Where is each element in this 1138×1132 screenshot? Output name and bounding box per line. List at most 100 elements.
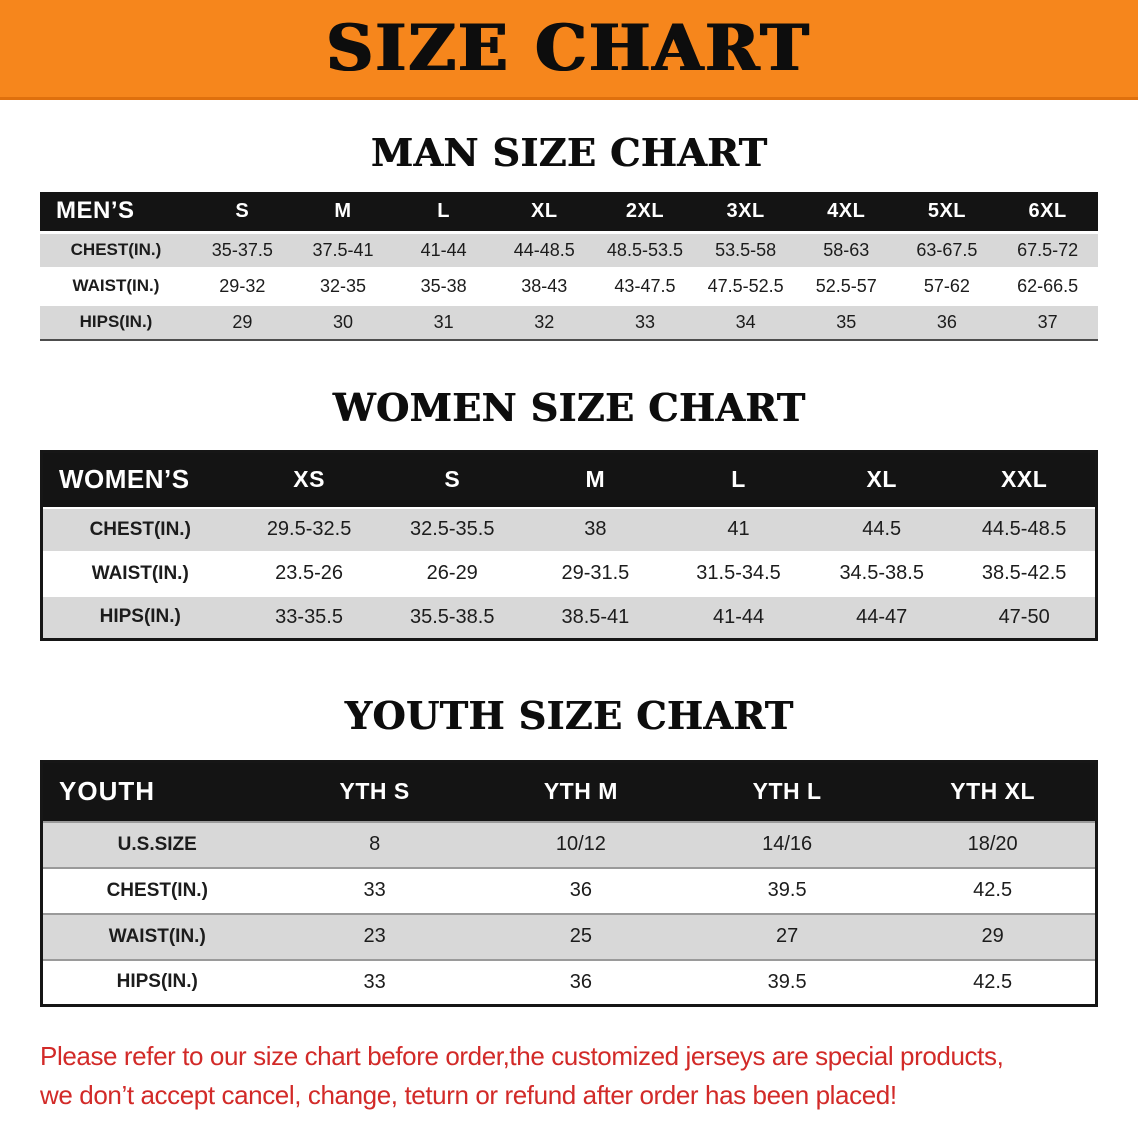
measurement-value: 41	[727, 518, 750, 540]
measurement-value: 48.5-53.5	[606, 239, 683, 260]
measurement-value: 44-48.5	[513, 239, 575, 260]
measurement-row: CHEST(IN.) 33 36 39.5 42.5	[41, 867, 1097, 914]
measurement-label: U.S.SIZE	[117, 833, 197, 855]
size-column-header: YTH S	[271, 761, 478, 822]
size-column-header: M	[292, 192, 394, 232]
measurement-value: 36	[569, 970, 592, 993]
measurement-value: 29	[981, 925, 1004, 947]
size-column-header: 6XL	[997, 192, 1098, 232]
measurement-value: 38.5-41	[561, 605, 630, 628]
measurement-value: 27	[776, 925, 799, 947]
measurement-value: 38	[584, 518, 607, 540]
measurement-label: CHEST(IN.)	[106, 879, 208, 901]
table-title-cell: YOUTH	[41, 761, 272, 822]
measurement-row: CHEST(IN.) 35-37.5 37.5-41 41-44 44-48.5 48.5…	[40, 232, 1098, 268]
page-title: SIZE CHART	[326, 11, 812, 86]
measurement-value: 42.5	[973, 970, 1013, 993]
measurement-value: 34	[735, 311, 756, 332]
measurement-label: WAIST(IN.)	[72, 276, 160, 295]
measurement-value: 23	[363, 925, 386, 947]
measurement-value: 41-44	[712, 605, 765, 628]
measurement-value: 44.5	[862, 518, 902, 540]
size-column-header: 3XL	[695, 192, 796, 232]
measurement-row: U.S.SIZE 8 10/12 14/16 18/20	[41, 821, 1097, 868]
measurement-value: 52.5-57	[815, 275, 877, 296]
measurement-row: WAIST(IN.) 29-32 32-35 35-38 38-43 43-47.5 47.…	[40, 268, 1098, 304]
measurement-label: CHEST(IN.)	[89, 518, 191, 540]
measurement-value: 25	[569, 925, 592, 947]
table-header-row: WOMEN’S XS S M L XL XXL	[41, 451, 1097, 508]
measurement-row: CHEST(IN.) 29.5-32.5 32.5-35.5 38 41 44.5 44.5…	[41, 507, 1097, 552]
measurement-value: 31.5-34.5	[696, 562, 781, 584]
measurement-value: 37	[1037, 311, 1058, 332]
measurement-row: HIPS(IN.) 33 36 39.5 42.5	[41, 959, 1097, 1006]
women-size-table: WOMEN’S XS S M L XL XXL CHEST(IN.) 29.5-32.5 32.5…	[40, 450, 1098, 641]
measurement-value: 38-43	[521, 275, 568, 296]
measurement-value: 39.5	[767, 879, 807, 901]
measurement-value: 53.5-58	[715, 239, 777, 260]
measurement-value: 41-44	[420, 239, 467, 260]
table-title-cell: WOMEN’S	[41, 451, 238, 508]
size-column-header: XL	[810, 451, 954, 508]
measurement-value: 35.5-38.5	[409, 605, 495, 628]
measurement-value: 36	[569, 879, 592, 901]
measurement-value: 37.5-41	[312, 239, 374, 260]
table-header-row: MEN’S S M L XL 2XL 3XL 4XL 5XL 6XL	[40, 192, 1098, 232]
measurement-value: 32	[534, 311, 555, 332]
size-column-header: YTH L	[684, 761, 891, 822]
measurement-value: 33	[363, 879, 386, 901]
youth-size-table: YOUTH YTH S YTH M YTH L YTH XL U.S.SIZE 8 10/12…	[40, 760, 1098, 1007]
table-header-row: YOUTH YTH S YTH M YTH L YTH XL	[41, 761, 1097, 822]
measurement-value: 35-38	[420, 275, 467, 296]
measurement-value: 47-50	[998, 605, 1050, 628]
measurement-label: HIPS(IN.)	[99, 606, 181, 628]
measurement-value: 38.5-42.5	[981, 562, 1067, 584]
measurement-value: 44-47	[856, 605, 908, 628]
men-size-section: MAN SIZE CHART MEN’S S M L XL 2XL 3XL 4XL 5XL 6XL…	[0, 130, 1138, 341]
youth-section-heading: YOUTH SIZE CHART	[344, 693, 794, 738]
size-column-header: S	[192, 192, 293, 232]
measurement-value: 62-66.5	[1017, 275, 1079, 296]
size-column-header: 4XL	[795, 192, 897, 232]
size-column-header: L	[666, 451, 811, 508]
size-column-header: S	[380, 451, 524, 508]
measurement-value: 35-37.5	[211, 239, 273, 260]
women-section-heading: WOMEN SIZE CHART	[332, 385, 806, 430]
measurement-label: HIPS(IN.)	[79, 312, 153, 332]
measurement-value: 29-31.5	[561, 562, 630, 584]
measurement-value: 47.5-52.5	[707, 275, 784, 296]
disclaimer-line-1: Please refer to our size chart before or…	[40, 1041, 1004, 1071]
measurement-label: WAIST(IN.)	[91, 562, 189, 584]
measurement-value: 58-63	[823, 239, 870, 260]
measurement-value: 33	[363, 970, 386, 993]
measurement-value: 67.5-72	[1017, 239, 1079, 260]
size-column-header: M	[523, 451, 667, 508]
banner: SIZE CHART	[0, 0, 1138, 100]
size-column-header: XS	[237, 451, 381, 508]
measurement-value: 8	[369, 833, 381, 855]
measurement-value: 32.5-35.5	[409, 518, 495, 540]
measurement-value: 10/12	[555, 833, 606, 855]
measurement-row: HIPS(IN.) 33-35.5 35.5-38.5 38.5-41 41-44 44-…	[41, 595, 1097, 640]
measurement-row: WAIST(IN.) 23.5-26 26-29 29-31.5 31.5-34.5 34…	[41, 551, 1097, 596]
size-column-header: XL	[493, 192, 595, 232]
men-section-heading: MAN SIZE CHART	[370, 130, 768, 175]
youth-size-section: YOUTH SIZE CHART YOUTH YTH S YTH M YTH L YTH…	[0, 693, 1138, 1007]
measurement-value: 44.5-48.5	[981, 518, 1067, 540]
measurement-value: 33	[634, 311, 655, 332]
table-title-cell: MEN’S	[40, 192, 192, 232]
size-column-header: YTH M	[477, 761, 684, 822]
size-column-header: 2XL	[594, 192, 696, 232]
measurement-value: 35	[836, 311, 857, 332]
measurement-value: 23.5-26	[275, 562, 343, 584]
measurement-row: WAIST(IN.) 23 25 27 29	[41, 913, 1097, 960]
measurement-value: 63-67.5	[916, 239, 978, 260]
measurement-value: 33-35.5	[275, 605, 343, 628]
measurement-value: 43-47.5	[614, 275, 676, 296]
measurement-value: 29-32	[219, 275, 266, 296]
size-column-header: 5XL	[896, 192, 998, 232]
measurement-row: HIPS(IN.) 29 30 31 32 33 34 35 36 37	[40, 304, 1098, 340]
measurement-value: 57-62	[923, 275, 970, 296]
measurement-value: 29.5-32.5	[266, 518, 352, 540]
measurement-value: 31	[433, 311, 454, 332]
